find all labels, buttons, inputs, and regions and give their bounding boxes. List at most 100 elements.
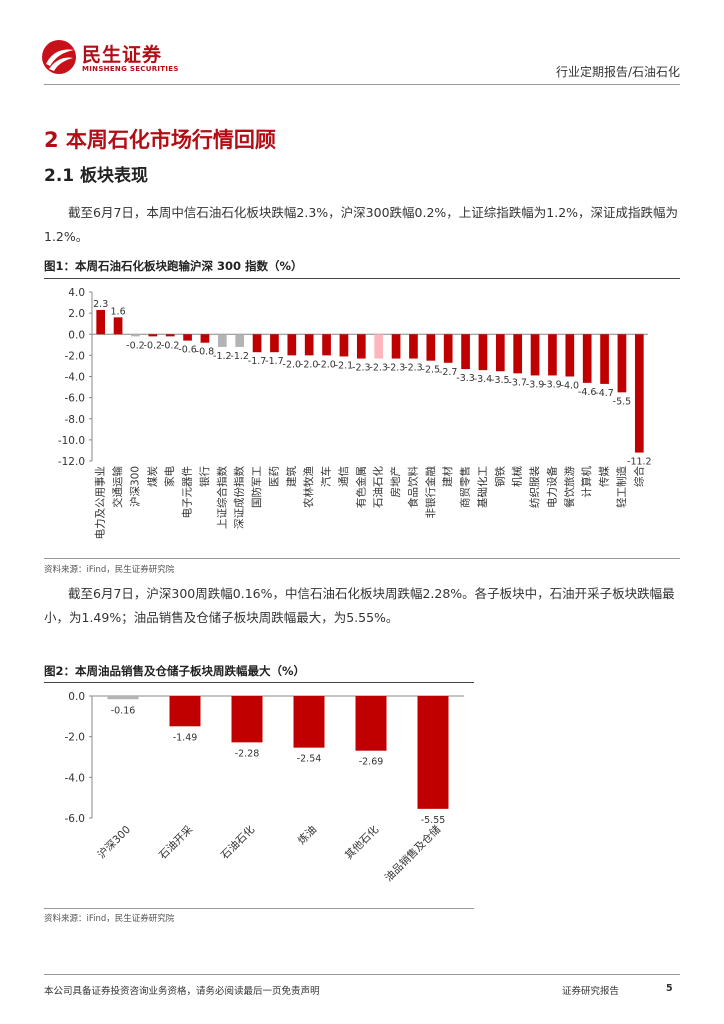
bar bbox=[287, 334, 297, 356]
subsection-heading: 2.1 板块表现 bbox=[44, 166, 149, 186]
subsector-performance-chart: 0.0 -2.0 -4.0 -6.0 -0.16 沪深300 -1.49 石油开采 -2.28 石… bbox=[65, 691, 464, 884]
paragraph-subsector-summary: 截至6月7日，沪深300周跌幅0.16%，中信石油石化板块周跌幅2.28%。各子… bbox=[44, 586, 675, 625]
bar-value-label: -2.0 bbox=[283, 359, 302, 370]
figure2-top-rule bbox=[44, 682, 474, 683]
bar bbox=[530, 334, 540, 376]
bar-value-label: -0.16 bbox=[111, 705, 136, 716]
bar bbox=[339, 334, 349, 357]
category-label: 银行 bbox=[198, 466, 211, 487]
logo-english-name: MINSHENG SECURITIES bbox=[82, 65, 179, 73]
bar-value-label: -2.7 bbox=[439, 367, 458, 378]
bar-value-label: -5.55 bbox=[421, 815, 446, 826]
bar-value-label: -11.2 bbox=[627, 457, 652, 468]
bar-value-label: -2.1 bbox=[335, 360, 354, 371]
y-tick-label: -2.0 bbox=[65, 350, 86, 362]
y-tick-label: 0.0 bbox=[68, 691, 85, 703]
y-tick-label: -4.0 bbox=[65, 772, 86, 784]
category-label: 石油石化 bbox=[218, 823, 257, 862]
category-label: 煤炭 bbox=[146, 466, 159, 487]
bar-value-label: 2.3 bbox=[93, 299, 108, 310]
category-label: 综合 bbox=[632, 466, 645, 487]
figure1-bottom-rule bbox=[44, 558, 680, 559]
category-label: 基础化工 bbox=[476, 466, 489, 508]
bar bbox=[495, 334, 505, 372]
bar-value-label: -3.3 bbox=[456, 373, 475, 384]
category-label: 非银行金融 bbox=[424, 466, 437, 519]
bar bbox=[183, 334, 192, 341]
report-category: 行业定期报告/石油石化 bbox=[555, 65, 680, 79]
bar bbox=[356, 334, 366, 359]
bar-value-label: -0.2 bbox=[161, 340, 180, 351]
bar bbox=[391, 334, 401, 359]
bar bbox=[582, 334, 592, 383]
figure1-source: 资料来源：iFind，民生证券研究院 bbox=[44, 565, 175, 575]
category-label: 房地产 bbox=[389, 466, 402, 498]
category-label: 石油开采 bbox=[156, 823, 195, 862]
category-label: 餐饮旅游 bbox=[563, 466, 576, 508]
figure2-title: 图2：本周油品销售及仓储子板块周跌幅最大（%） bbox=[44, 664, 306, 678]
bar-value-label: -4.0 bbox=[561, 381, 580, 392]
bar-value-label: -2.28 bbox=[235, 748, 260, 759]
bar-value-label: -2.5 bbox=[422, 365, 441, 376]
bar-value-label: -1.7 bbox=[248, 356, 267, 367]
minsheng-logo-icon bbox=[42, 40, 76, 74]
category-label: 家电 bbox=[163, 466, 176, 487]
bar-value-label: -2.0 bbox=[317, 359, 336, 370]
category-label: 建材 bbox=[441, 466, 454, 487]
category-label: 钢铁 bbox=[493, 466, 506, 487]
bar-value-label: -3.9 bbox=[526, 379, 545, 390]
category-label: 建筑 bbox=[285, 466, 298, 487]
bar bbox=[478, 334, 488, 371]
bar-value-label: -1.7 bbox=[265, 356, 284, 367]
bar-value-label: -3.7 bbox=[508, 377, 527, 388]
category-label: 纺织服装 bbox=[528, 466, 541, 508]
bar-value-label: -3.5 bbox=[491, 375, 510, 386]
category-label: 传媒 bbox=[598, 466, 611, 487]
category-label: 计算机 bbox=[580, 466, 593, 498]
bar bbox=[617, 334, 627, 393]
bar-value-label: -2.3 bbox=[387, 363, 406, 374]
y-tick-label: 0.0 bbox=[68, 329, 85, 341]
bar-value-label: -2.3 bbox=[404, 363, 423, 374]
category-label: 食品饮料 bbox=[406, 466, 419, 508]
bar bbox=[231, 696, 263, 743]
bar bbox=[461, 334, 470, 370]
category-label: 沪深300 bbox=[95, 823, 133, 861]
bar bbox=[293, 696, 325, 748]
bar-value-label: -2.3 bbox=[352, 363, 371, 374]
bar-value-label: -2.3 bbox=[369, 363, 388, 374]
bar bbox=[355, 696, 387, 751]
category-label: 石油石化 bbox=[372, 466, 385, 508]
category-label: 有色金属 bbox=[354, 466, 367, 508]
bar bbox=[600, 334, 609, 384]
bar bbox=[322, 334, 331, 356]
bar-value-label: -2.0 bbox=[300, 359, 319, 370]
paragraph-market-summary: 截至6月7日，本周中信石油石化板块跌幅2.3%，沪深300跌幅0.2%，上证综指… bbox=[44, 205, 679, 244]
bar-value-label: 1.6 bbox=[111, 306, 126, 317]
figure1-title: 图1：本周石油石化板块跑输沪深 300 指数（%） bbox=[44, 259, 303, 273]
sector-performance-chart: 4.0 2.0 0.0 -2.0 -4.0 -6.0 -8.0 -10.0 -12.0 2.3 电力… bbox=[58, 287, 652, 540]
bar-value-label: -1.49 bbox=[173, 732, 198, 743]
category-label: 炼油 bbox=[295, 823, 319, 847]
section-heading: 2 本周石化市场行情回顾 bbox=[44, 128, 276, 152]
footer-disclaimer: 本公司具备证券投资咨询业务资格，请务必阅读最后一页免责声明 bbox=[44, 986, 320, 997]
bar-value-label: -4.6 bbox=[578, 387, 597, 398]
y-tick-label: -4.0 bbox=[65, 372, 86, 384]
bar bbox=[113, 317, 123, 335]
footer-doc-type: 证券研究报告 bbox=[562, 986, 620, 997]
figure1-top-rule bbox=[44, 278, 680, 279]
y-tick-label: -6.0 bbox=[65, 813, 86, 825]
category-label: 电力及公用事业 bbox=[94, 466, 107, 540]
logo-chinese-name: 民生证券 bbox=[82, 44, 163, 66]
bar bbox=[565, 334, 575, 377]
bar-value-label: -2.54 bbox=[297, 754, 322, 765]
bar-value-label: -4.7 bbox=[595, 388, 614, 399]
header-divider bbox=[44, 84, 680, 85]
bar-value-label: -0.2 bbox=[126, 340, 145, 351]
bar bbox=[426, 334, 436, 361]
y-tick-label: -2.0 bbox=[65, 732, 86, 744]
y-tick-label: -10.0 bbox=[58, 435, 85, 447]
y-tick-label: -8.0 bbox=[65, 414, 86, 426]
bar-value-label: -5.5 bbox=[613, 396, 632, 407]
bar bbox=[417, 696, 449, 809]
